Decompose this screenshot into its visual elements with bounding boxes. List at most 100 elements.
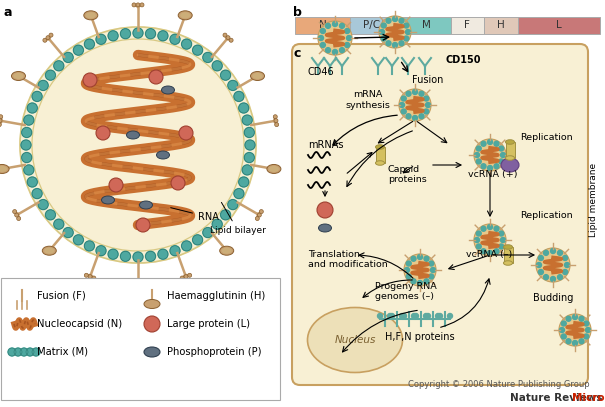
Circle shape [239, 103, 249, 113]
Ellipse shape [86, 12, 96, 18]
Bar [503, 247, 512, 263]
Text: Nature Reviews |: Nature Reviews | [510, 393, 605, 404]
Circle shape [20, 27, 256, 263]
Ellipse shape [220, 246, 234, 255]
Circle shape [20, 348, 28, 356]
Circle shape [406, 261, 411, 266]
Ellipse shape [503, 245, 512, 249]
Circle shape [255, 217, 260, 221]
Circle shape [325, 23, 330, 28]
Ellipse shape [506, 156, 514, 160]
Circle shape [584, 321, 589, 326]
Circle shape [378, 313, 382, 319]
Circle shape [275, 123, 279, 127]
Circle shape [32, 92, 42, 101]
Circle shape [54, 61, 64, 71]
FancyBboxPatch shape [292, 44, 588, 385]
Circle shape [318, 35, 324, 41]
Circle shape [399, 89, 431, 121]
Circle shape [499, 159, 504, 164]
Circle shape [402, 313, 407, 319]
Circle shape [431, 267, 436, 273]
FancyBboxPatch shape [1, 278, 280, 400]
Text: Capsid
proteins: Capsid proteins [388, 165, 427, 184]
Ellipse shape [307, 308, 402, 372]
Text: mRNAs: mRNAs [308, 140, 344, 150]
Circle shape [22, 153, 31, 162]
Circle shape [448, 313, 453, 319]
Circle shape [212, 61, 222, 71]
Circle shape [132, 3, 136, 7]
Circle shape [557, 250, 563, 255]
Circle shape [345, 42, 350, 48]
Circle shape [63, 53, 73, 62]
Circle shape [234, 188, 244, 199]
Circle shape [476, 159, 481, 164]
Circle shape [559, 314, 591, 346]
Circle shape [399, 103, 405, 107]
Circle shape [73, 235, 83, 245]
Circle shape [401, 109, 406, 114]
Circle shape [572, 315, 578, 319]
Circle shape [63, 228, 73, 238]
Text: RNA: RNA [171, 208, 219, 222]
Circle shape [96, 34, 106, 44]
Circle shape [13, 210, 17, 214]
Circle shape [386, 41, 391, 46]
Circle shape [73, 45, 83, 55]
Ellipse shape [102, 196, 114, 204]
Circle shape [425, 313, 431, 319]
Text: Replication: Replication [520, 133, 572, 142]
Circle shape [411, 256, 416, 261]
Circle shape [500, 153, 506, 158]
Circle shape [481, 141, 486, 146]
Circle shape [557, 275, 563, 280]
Ellipse shape [267, 164, 281, 173]
Circle shape [257, 213, 261, 217]
Circle shape [563, 256, 567, 260]
Circle shape [144, 316, 160, 332]
Text: P/C/V: P/C/V [363, 20, 390, 30]
Text: Matrix (M): Matrix (M) [37, 347, 88, 357]
Ellipse shape [501, 158, 519, 172]
Circle shape [399, 18, 404, 23]
Circle shape [406, 91, 411, 96]
Circle shape [108, 31, 118, 41]
Circle shape [424, 313, 428, 319]
Circle shape [424, 256, 429, 261]
Circle shape [0, 123, 1, 127]
Circle shape [32, 348, 40, 356]
Circle shape [566, 339, 571, 344]
Circle shape [140, 3, 144, 7]
Ellipse shape [0, 166, 7, 172]
Ellipse shape [318, 224, 332, 232]
Text: CD150: CD150 [445, 55, 480, 65]
Circle shape [429, 274, 434, 279]
Circle shape [393, 42, 397, 48]
Circle shape [96, 126, 110, 140]
Circle shape [564, 263, 569, 267]
Circle shape [273, 115, 277, 119]
Circle shape [120, 29, 131, 39]
Text: Fusion (F): Fusion (F) [37, 291, 86, 301]
Text: mRNA
synthesis: mRNA synthesis [345, 90, 390, 110]
Circle shape [551, 276, 555, 282]
Circle shape [379, 16, 411, 48]
Circle shape [436, 313, 440, 319]
Circle shape [24, 115, 34, 125]
Circle shape [538, 269, 543, 274]
Circle shape [92, 276, 96, 280]
Circle shape [0, 115, 3, 119]
Circle shape [404, 36, 409, 41]
Circle shape [24, 165, 34, 175]
Circle shape [417, 254, 422, 260]
Circle shape [234, 92, 244, 101]
Circle shape [386, 18, 391, 23]
Circle shape [84, 273, 88, 277]
Circle shape [563, 269, 567, 274]
Text: H: H [497, 20, 505, 30]
Circle shape [203, 53, 213, 62]
Circle shape [170, 246, 180, 256]
Circle shape [474, 224, 506, 256]
Ellipse shape [180, 12, 190, 18]
